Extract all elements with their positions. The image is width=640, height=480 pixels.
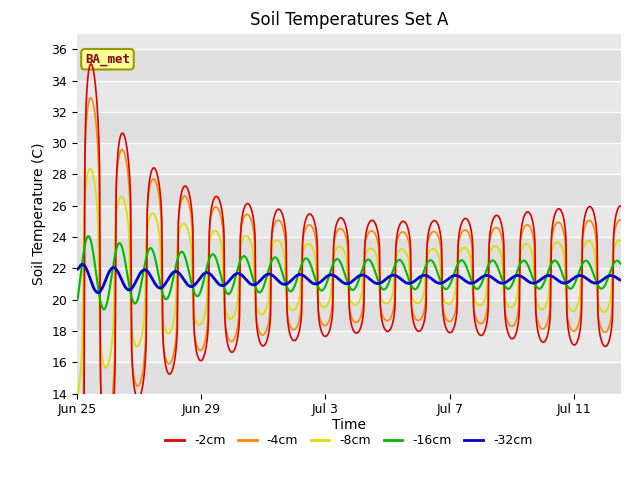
Bar bbox=[77, 237, 621, 268]
Bar bbox=[77, 49, 621, 81]
Bar bbox=[77, 300, 621, 331]
Y-axis label: Soil Temperature (C): Soil Temperature (C) bbox=[31, 143, 45, 285]
X-axis label: Time: Time bbox=[332, 418, 366, 432]
Text: BA_met: BA_met bbox=[85, 53, 130, 66]
Legend: -2cm, -4cm, -8cm, -16cm, -32cm: -2cm, -4cm, -8cm, -16cm, -32cm bbox=[160, 429, 538, 452]
Bar bbox=[77, 174, 621, 206]
Bar bbox=[77, 362, 621, 394]
Bar bbox=[77, 112, 621, 143]
Title: Soil Temperatures Set A: Soil Temperatures Set A bbox=[250, 11, 448, 29]
